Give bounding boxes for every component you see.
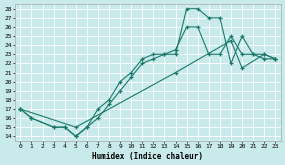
X-axis label: Humidex (Indice chaleur): Humidex (Indice chaleur) (92, 152, 203, 161)
